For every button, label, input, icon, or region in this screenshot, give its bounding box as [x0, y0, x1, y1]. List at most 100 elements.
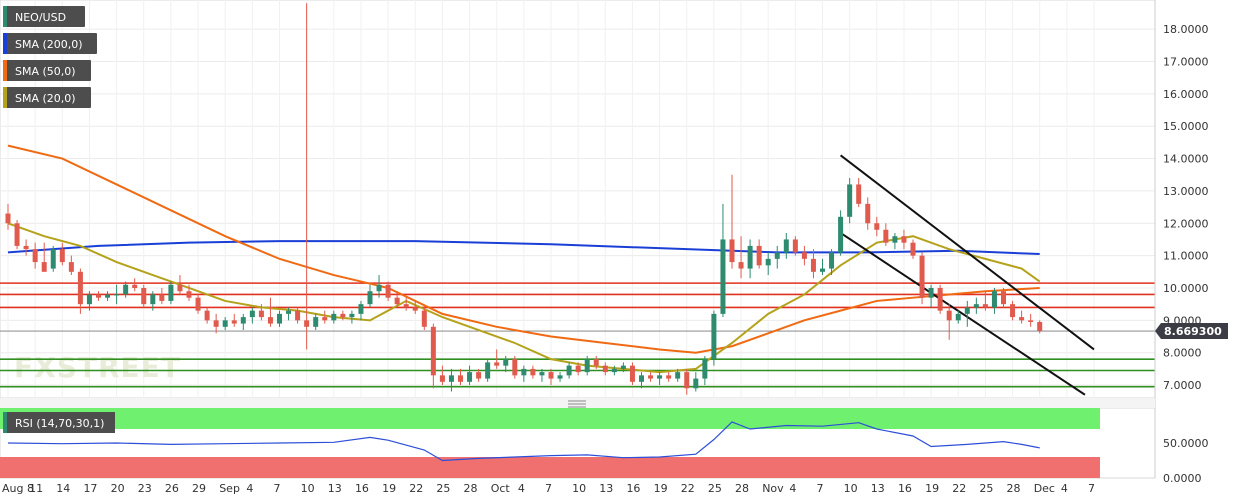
candle-body [629, 365, 635, 382]
candle-body [774, 252, 780, 259]
candle-body [874, 223, 880, 230]
candle [23, 239, 29, 256]
candle [991, 287, 997, 314]
candle [123, 281, 129, 298]
candle-body [267, 317, 273, 324]
moving-averages [7, 144, 1041, 374]
candle-body [367, 291, 373, 305]
candle [946, 304, 952, 340]
y-tick-label: 12.0000 [1163, 217, 1209, 230]
candle [204, 307, 210, 324]
candle [159, 287, 165, 305]
candle [1001, 287, 1006, 308]
candle-body [14, 223, 20, 246]
candle [964, 300, 970, 327]
x-tick-label: 28 [735, 482, 749, 495]
candle-body [530, 368, 536, 376]
x-tick-label: 7 [1088, 482, 1095, 495]
candle-body [159, 294, 165, 301]
candle-body [566, 365, 572, 376]
candle [14, 220, 20, 250]
candle-body [648, 375, 654, 379]
candle-body [865, 203, 871, 224]
candle [267, 297, 273, 327]
candle-body [277, 313, 282, 324]
candle [973, 297, 979, 314]
candle-body [249, 310, 255, 318]
x-tick-label: 10 [844, 482, 858, 495]
x-tick-label: 19 [382, 482, 396, 495]
candle [575, 362, 581, 376]
candle-body [711, 313, 717, 360]
candle-body [729, 239, 735, 263]
candle [675, 368, 681, 382]
candle [503, 355, 509, 373]
candle-body [86, 294, 92, 305]
watermark-text: FXSTREET [14, 351, 181, 384]
candle [557, 372, 563, 382]
candle [485, 359, 491, 382]
x-tick-label: 22 [409, 482, 423, 495]
candle [820, 258, 825, 276]
candle [657, 372, 663, 386]
candle [385, 281, 391, 301]
candle [132, 278, 138, 292]
x-tick-label: 28 [464, 482, 478, 495]
x-tick-label: 4 [1061, 482, 1068, 495]
x-tick-label: Oct [491, 482, 511, 495]
legend-item: SMA (200,0) [3, 33, 97, 54]
y-tick-label: 17.0000 [1163, 55, 1209, 68]
candle [684, 368, 690, 395]
x-tick-label: 13 [328, 482, 342, 495]
candle [512, 355, 518, 379]
candle-body [557, 375, 563, 379]
x-tick-label: 25 [979, 482, 993, 495]
candle-body [756, 245, 762, 266]
candle-body [1028, 320, 1034, 322]
candle-body [430, 326, 436, 376]
candle-body [738, 262, 744, 269]
candle [747, 239, 753, 279]
candle-body [385, 284, 391, 298]
candle-body [476, 372, 482, 379]
rsi-line-group [7, 421, 1040, 462]
candle-body [548, 372, 554, 379]
candle [240, 313, 246, 331]
candle-body [5, 213, 11, 224]
candle-body [611, 368, 617, 373]
candle [430, 323, 436, 389]
y-tick-label: 7.0000 [1163, 379, 1202, 392]
price-tag-value: 8.669300 [1164, 325, 1222, 338]
candle [792, 236, 798, 256]
channel-lower-line [840, 232, 1086, 396]
legend: NEO/USD SMA (200,0) SMA (50,0) SMA (20,0) [3, 6, 97, 108]
x-tick-label: 23 [138, 482, 152, 495]
rsi-legend-label: RSI (14,70,30,1) [15, 417, 104, 430]
candle [1019, 310, 1025, 324]
candle-body [684, 372, 690, 389]
candle [666, 372, 672, 382]
candle-body [204, 310, 210, 321]
candle [756, 239, 762, 269]
pane-divider[interactable] [0, 398, 1155, 408]
descending-channel [839, 154, 1095, 396]
candle-body [295, 310, 301, 321]
x-tick-label: 7 [274, 482, 281, 495]
candle-body [412, 307, 418, 311]
candle [611, 365, 617, 376]
rsi-overbought-zone [0, 408, 1100, 429]
candle [367, 284, 373, 308]
legend-box [3, 87, 91, 108]
candle-body [964, 307, 970, 314]
candle [955, 310, 961, 324]
candle-body [448, 375, 454, 382]
x-tick-label: Aug 8 [2, 482, 34, 495]
candle-body [937, 287, 943, 311]
candle [394, 291, 400, 308]
candle-body [666, 375, 672, 379]
candle [448, 368, 454, 392]
candle [195, 294, 201, 314]
x-tick-label: Nov [762, 482, 784, 495]
x-tick-label: 4 [789, 482, 796, 495]
